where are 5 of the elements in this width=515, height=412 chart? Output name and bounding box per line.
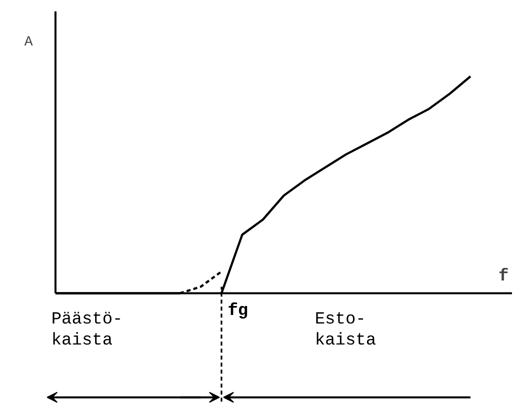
- x-axis-title: f: [498, 268, 509, 287]
- y-axis-title: A: [24, 34, 34, 50]
- text: fg: [228, 302, 248, 321]
- text: Päästö- kaista: [51, 310, 123, 350]
- text: Esto- kaista: [314, 310, 376, 350]
